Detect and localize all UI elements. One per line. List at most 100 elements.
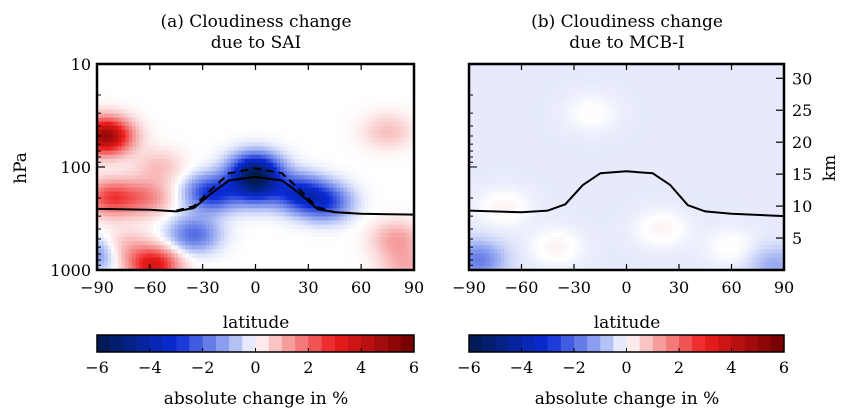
heatmap-cell: [354, 68, 359, 73]
heatmap-cell: [269, 253, 274, 259]
heatmap-cell: [121, 253, 126, 259]
heatmap-cell: [237, 195, 243, 201]
heatmap-cell: [153, 204, 158, 209]
heatmap-cell: [343, 253, 348, 259]
heatmap-cell: [234, 171, 239, 176]
heatmap-cell: [283, 92, 288, 98]
heatmap-cell: [206, 204, 211, 209]
heatmap-cell: [202, 237, 207, 242]
heatmap-cell: [153, 228, 158, 234]
heatmap-cell: [280, 134, 285, 139]
heatmap-cell: [361, 204, 366, 209]
heatmap-cell: [350, 84, 355, 90]
heatmap-cell: [223, 68, 228, 73]
heatmap-cell: [142, 138, 147, 143]
heatmap-cell: [100, 224, 105, 230]
heatmap-cell: [311, 72, 316, 77]
heatmap-cell: [234, 101, 239, 106]
heatmap-cell: [483, 117, 488, 123]
heatmap-cell: [111, 138, 116, 143]
heatmap-cell: [301, 105, 306, 110]
heatmap-cell: [125, 154, 130, 160]
heatmap-cell: [469, 167, 474, 172]
heatmap-cell: [290, 249, 295, 255]
heatmap-cell: [385, 117, 390, 123]
heatmap-cell: [125, 241, 130, 246]
heatmap-cell: [479, 228, 484, 234]
heatmap-cell: [244, 72, 250, 77]
heatmap-cell: [273, 162, 278, 168]
heatmap-cell: [97, 216, 102, 222]
heatmap-cell: [244, 96, 250, 102]
heatmap-cell: [118, 142, 123, 147]
heatmap-cell: [132, 183, 137, 189]
heatmap-cell: [156, 253, 161, 259]
heatmap-cell: [329, 72, 334, 77]
heatmap-cell: [142, 72, 147, 77]
heatmap-cell: [497, 187, 502, 193]
heatmap-cell: [100, 109, 105, 115]
heatmap-cell: [329, 129, 334, 135]
heatmap-cell: [167, 80, 172, 86]
heatmap-cell: [192, 208, 197, 213]
heatmap-cell: [178, 76, 183, 82]
heatmap-cell: [343, 195, 348, 201]
heatmap-cell: [378, 261, 383, 267]
heatmap-cell: [406, 224, 412, 230]
heatmap-cell: [259, 134, 264, 139]
heatmap-cell: [255, 199, 260, 205]
heatmap-cell: [290, 154, 295, 160]
heatmap-cell: [163, 92, 169, 98]
heatmap-cell: [479, 92, 484, 98]
heatmap-cell: [269, 249, 274, 255]
heatmap-cell: [347, 88, 352, 94]
heatmap-cell: [490, 249, 495, 255]
heatmap-cell: [104, 199, 109, 205]
heatmap-cell: [403, 257, 408, 263]
heatmap-cell: [368, 261, 373, 267]
heatmap-cell: [135, 249, 140, 255]
heatmap-cell: [378, 68, 383, 73]
heatmap-cell: [336, 72, 341, 77]
heatmap-cell: [209, 179, 214, 185]
heatmap-cell: [185, 76, 190, 82]
heatmap-cell: [497, 92, 502, 98]
heatmap-cell: [118, 138, 123, 143]
heatmap-cell: [276, 84, 281, 90]
heatmap-cell: [132, 191, 137, 197]
heatmap-cell: [170, 183, 176, 189]
heatmap-cell: [97, 101, 102, 106]
heatmap-cell: [385, 257, 390, 263]
heatmap-cell: [234, 88, 239, 94]
heatmap-cell: [188, 109, 193, 115]
heatmap-cell: [206, 101, 211, 106]
heatmap-cell: [375, 224, 380, 230]
heatmap-cell: [170, 80, 176, 86]
heatmap-cell: [100, 175, 105, 180]
heatmap-cell: [490, 245, 495, 250]
heatmap-cell: [364, 150, 369, 156]
heatmap-cell: [248, 224, 253, 230]
heatmap-cell: [329, 249, 334, 255]
heatmap-cell: [493, 237, 498, 242]
heatmap-cell: [280, 72, 285, 77]
heatmap-cell: [385, 154, 390, 160]
heatmap-cell: [139, 146, 144, 152]
heatmap-cell: [469, 113, 474, 119]
heatmap-cell: [97, 150, 102, 156]
heatmap-cell: [234, 208, 239, 213]
heatmap-cell: [248, 245, 253, 250]
heatmap-cell: [118, 171, 123, 176]
heatmap-cell: [156, 121, 161, 127]
heatmap-cell: [206, 146, 211, 152]
heatmap-cell: [497, 80, 502, 86]
heatmap-cell: [202, 162, 207, 168]
heatmap-cell: [185, 220, 190, 226]
heatmap-cell: [244, 208, 250, 213]
heatmap-cell: [139, 249, 144, 255]
heatmap-cell: [118, 68, 123, 73]
heatmap-cell: [318, 101, 324, 106]
heatmap-cell: [259, 72, 264, 77]
heatmap-cell: [403, 125, 408, 131]
heatmap-cell: [354, 179, 359, 185]
